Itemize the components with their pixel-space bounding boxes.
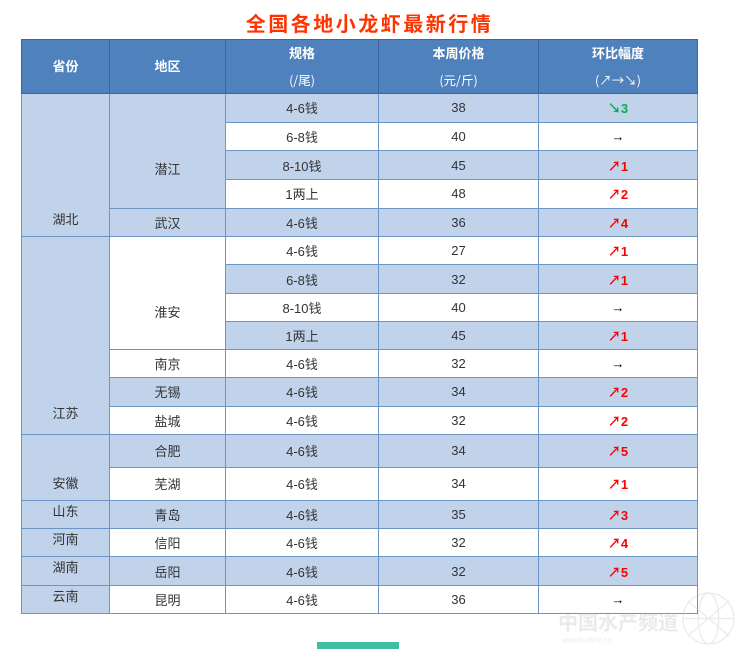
svg-text:www.fishfirst.cn: www.fishfirst.cn [561, 636, 612, 645]
svg-text:中国水产频道: 中国水产频道 [558, 606, 678, 635]
